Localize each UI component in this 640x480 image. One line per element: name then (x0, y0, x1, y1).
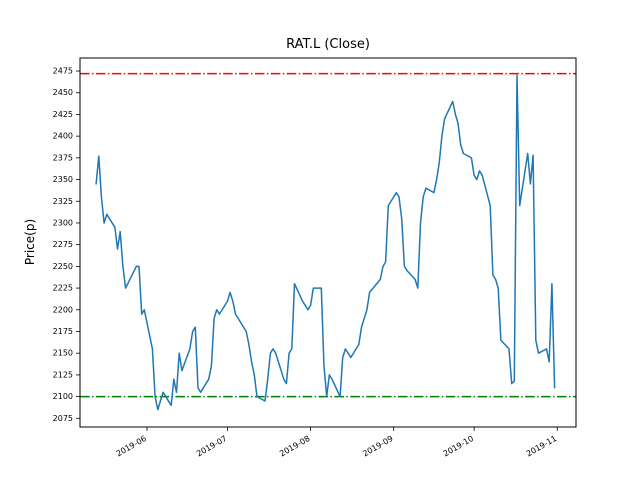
x-tick-label: 2019-07 (195, 434, 228, 459)
y-tick-label: 2100 (53, 392, 73, 401)
y-tick-label: 2450 (53, 88, 73, 97)
y-tick-label: 2325 (53, 197, 73, 206)
y-tick-label: 2350 (53, 175, 73, 184)
y-tick-label: 2425 (53, 110, 73, 119)
y-tick-label: 2175 (53, 327, 73, 336)
y-tick-label: 2125 (53, 370, 73, 379)
x-tick-label: 2019-09 (361, 434, 394, 459)
y-tick-label: 2250 (53, 262, 73, 271)
y-tick-label: 2375 (53, 153, 73, 162)
axes-frame (79, 57, 577, 428)
y-tick-label: 2200 (53, 305, 73, 314)
y-tick-label: 2400 (53, 132, 73, 141)
y-tick-label: 2275 (53, 240, 73, 249)
y-tick-label: 2300 (53, 218, 73, 227)
x-tick-label: 2019-08 (278, 434, 311, 459)
y-tick-label: 2075 (53, 414, 73, 423)
y-tick-label: 2475 (53, 67, 73, 76)
x-tick-label: 2019-06 (115, 434, 148, 459)
y-axis-label: Price(p) (23, 218, 37, 266)
close-price-line (95, 74, 556, 411)
y-tick-label: 2150 (53, 349, 73, 358)
x-tick-label: 2019-11 (525, 434, 558, 459)
x-tick-label: 2019-10 (442, 434, 475, 459)
y-tick-label: 2225 (53, 284, 73, 293)
chart-title: RAT.L (Close) (286, 37, 370, 52)
